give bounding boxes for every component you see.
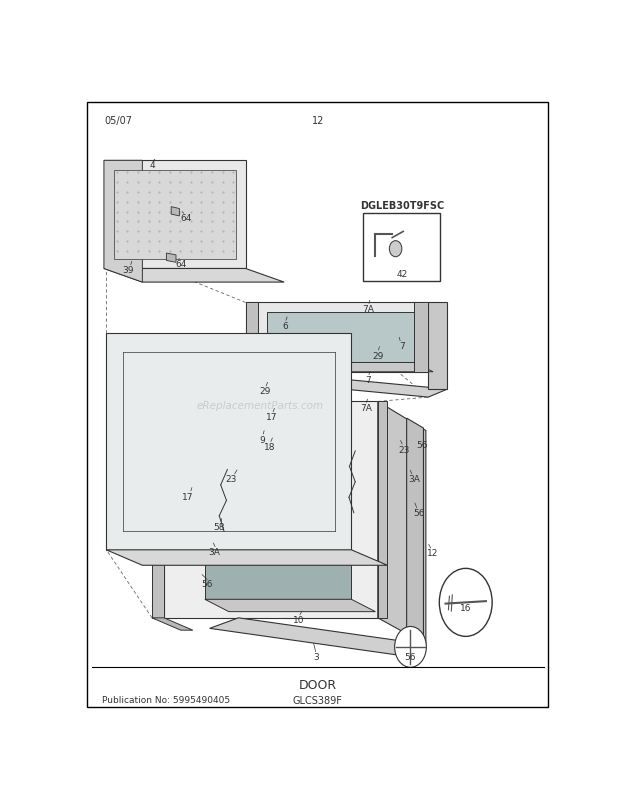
Text: 10: 10 bbox=[293, 615, 304, 625]
Text: 18: 18 bbox=[264, 443, 275, 452]
Polygon shape bbox=[246, 303, 258, 372]
Polygon shape bbox=[378, 402, 426, 645]
Text: 12: 12 bbox=[427, 549, 439, 557]
Text: GLCS389F: GLCS389F bbox=[293, 695, 343, 705]
Bar bbox=[363, 213, 440, 282]
Text: 17: 17 bbox=[182, 492, 194, 501]
Polygon shape bbox=[205, 600, 376, 612]
Text: 4: 4 bbox=[149, 161, 155, 170]
Text: Publication No: 5995490405: Publication No: 5995490405 bbox=[102, 695, 229, 704]
Text: 56: 56 bbox=[202, 580, 213, 589]
Polygon shape bbox=[107, 334, 352, 550]
Text: 23: 23 bbox=[399, 445, 410, 454]
Text: 64: 64 bbox=[180, 214, 192, 223]
Polygon shape bbox=[407, 419, 423, 645]
Text: 17: 17 bbox=[267, 413, 278, 422]
Text: 29: 29 bbox=[259, 387, 270, 396]
Polygon shape bbox=[104, 269, 284, 283]
Text: 9: 9 bbox=[260, 435, 265, 444]
Polygon shape bbox=[152, 402, 164, 618]
Polygon shape bbox=[164, 402, 378, 618]
Text: 56: 56 bbox=[413, 508, 425, 517]
Polygon shape bbox=[171, 208, 179, 217]
Text: 64: 64 bbox=[175, 260, 187, 269]
Text: eReplacementParts.com: eReplacementParts.com bbox=[197, 400, 324, 410]
Text: 12: 12 bbox=[312, 116, 324, 126]
Polygon shape bbox=[246, 372, 448, 398]
Text: 3A: 3A bbox=[408, 475, 420, 484]
Text: 58: 58 bbox=[213, 523, 225, 532]
Text: DGLEB30T9FSC: DGLEB30T9FSC bbox=[360, 201, 444, 211]
Text: 42: 42 bbox=[396, 269, 407, 278]
Polygon shape bbox=[210, 618, 426, 655]
Text: 56: 56 bbox=[405, 653, 416, 662]
Polygon shape bbox=[414, 303, 428, 372]
Text: 29: 29 bbox=[372, 351, 384, 360]
Circle shape bbox=[440, 569, 492, 637]
Text: 56: 56 bbox=[417, 440, 428, 450]
Text: 05/07: 05/07 bbox=[104, 116, 132, 126]
Text: 16: 16 bbox=[460, 603, 471, 612]
Polygon shape bbox=[113, 170, 236, 260]
Text: 7A: 7A bbox=[362, 305, 374, 314]
Polygon shape bbox=[104, 161, 246, 269]
Polygon shape bbox=[152, 618, 193, 630]
Polygon shape bbox=[267, 312, 414, 363]
Text: 7A: 7A bbox=[360, 403, 372, 412]
Text: 7: 7 bbox=[399, 342, 405, 350]
Text: 39: 39 bbox=[122, 266, 134, 275]
Polygon shape bbox=[107, 550, 388, 565]
Polygon shape bbox=[205, 430, 352, 600]
Circle shape bbox=[389, 241, 402, 257]
Polygon shape bbox=[267, 363, 433, 372]
Text: 3: 3 bbox=[314, 653, 319, 662]
Text: 3A: 3A bbox=[208, 548, 220, 557]
Text: 7: 7 bbox=[365, 376, 371, 385]
Polygon shape bbox=[166, 253, 176, 263]
Polygon shape bbox=[378, 402, 388, 618]
Text: DOOR: DOOR bbox=[299, 678, 337, 691]
Circle shape bbox=[394, 626, 427, 667]
Text: 6: 6 bbox=[282, 322, 288, 330]
Text: 23: 23 bbox=[226, 475, 237, 484]
Polygon shape bbox=[428, 303, 448, 390]
Polygon shape bbox=[246, 303, 428, 372]
Polygon shape bbox=[104, 161, 143, 283]
